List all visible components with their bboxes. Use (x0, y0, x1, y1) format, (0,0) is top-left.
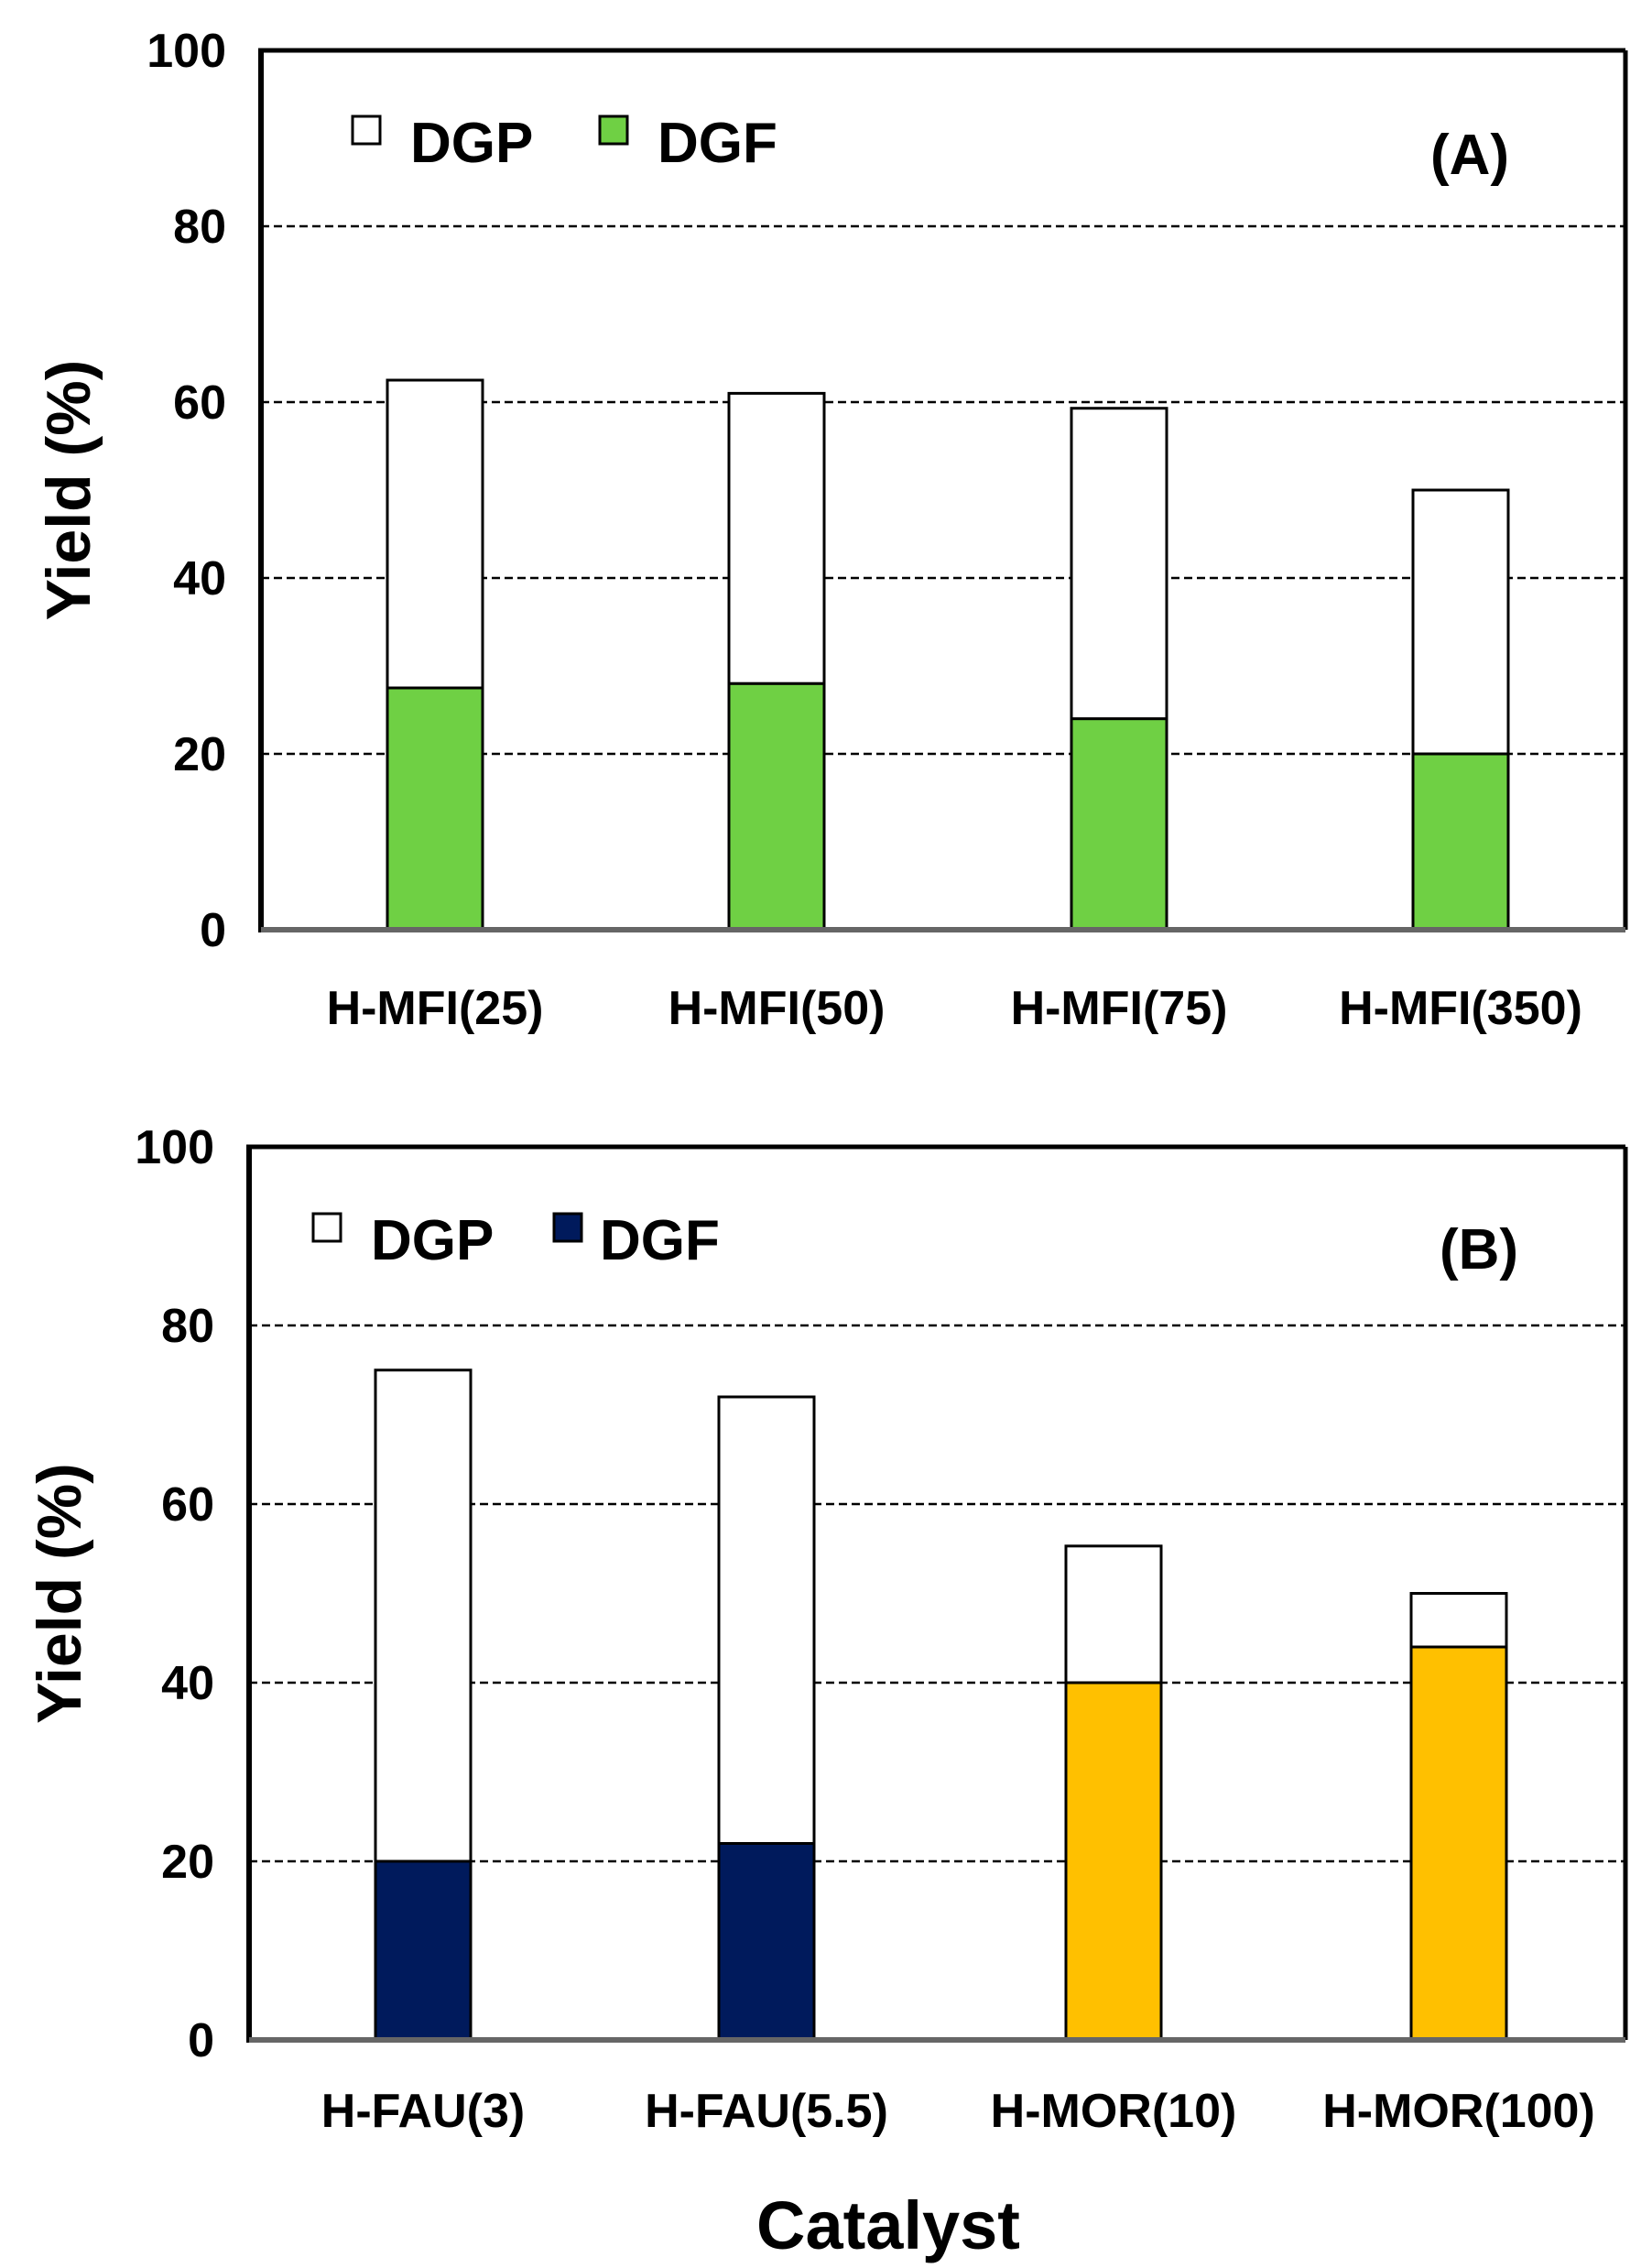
legend-swatch-dgp (311, 1212, 342, 1243)
legend-label-dgf: DGF (600, 1209, 720, 1272)
legend-swatch-dgp (351, 114, 382, 146)
y-axis-title: Yield (%) (25, 1463, 94, 1724)
chart-panel-b: H-FAU(3) H-FAU(5.5) H-MOR(10) H-MOR(100) 0 20… (25, 1121, 1628, 2263)
category-label: H-MFI(350) (1339, 982, 1582, 1035)
bar-dgp-4 (1411, 488, 1510, 756)
bar-dgf-1 (386, 686, 484, 932)
bar-dgp-2 (717, 1395, 816, 1845)
bar-dgf-3 (1070, 717, 1168, 932)
chart-panel-a: H-MFI(25) H-MFI(50) H-MFI(75) H-MFI(350) 0 20… (34, 25, 1628, 1035)
legend-label-dgp: DGP (410, 112, 533, 175)
y-tick-label: 60 (173, 376, 226, 430)
category-label: H-MFI(75) (1011, 982, 1228, 1035)
legend-label-dgf: DGF (658, 112, 777, 175)
bar-dgp-4 (1409, 1592, 1508, 1649)
legend-label-dgp: DGP (371, 1209, 494, 1272)
plot-area (249, 1147, 1625, 2040)
panel-tag: (A) (1430, 124, 1509, 187)
category-label: H-MFI(50) (668, 982, 886, 1035)
bar-dgf-2 (717, 1842, 816, 2042)
bar-dgp-3 (1070, 407, 1168, 721)
bar-dgf-2 (727, 681, 826, 932)
legend-swatch-dgf (598, 114, 629, 146)
bar-dgf-3 (1064, 1681, 1163, 2042)
bar-dgf-4 (1411, 752, 1510, 932)
y-tick-label: 80 (173, 201, 226, 254)
bar-dgp-1 (374, 1368, 473, 1863)
x-axis-title: Catalyst (756, 2187, 1020, 2263)
bar-dgp-3 (1064, 1544, 1163, 1685)
y-tick-label: 20 (161, 1836, 214, 1889)
y-tick-label: 20 (173, 728, 226, 781)
y-tick-label: 40 (161, 1657, 214, 1710)
category-label: H-MOR(100) (1322, 2085, 1595, 2138)
y-tick-label: 60 (161, 1478, 214, 1532)
y-tick-label: 80 (161, 1300, 214, 1353)
category-label: H-MOR(10) (991, 2085, 1237, 2138)
bar-dgp-1 (386, 378, 484, 690)
legend-swatch-dgf (552, 1212, 583, 1243)
bar-dgp-2 (727, 391, 826, 685)
y-axis-title: Yield (%) (34, 360, 103, 621)
panel-tag: (B) (1440, 1218, 1518, 1281)
y-tick-label: 0 (200, 904, 226, 957)
bar-dgf-1 (374, 1859, 473, 2042)
category-label: H-FAU(5.5) (645, 2085, 888, 2138)
category-label: H-MFI(25) (327, 982, 544, 1035)
y-tick-label: 100 (147, 25, 226, 78)
bar-dgf-4 (1409, 1645, 1508, 2042)
y-tick-label: 0 (188, 2014, 214, 2067)
y-tick-label: 100 (135, 1121, 214, 1174)
y-tick-label: 40 (173, 552, 226, 605)
category-label: H-FAU(3) (321, 2085, 525, 2138)
plot-area (261, 50, 1625, 930)
